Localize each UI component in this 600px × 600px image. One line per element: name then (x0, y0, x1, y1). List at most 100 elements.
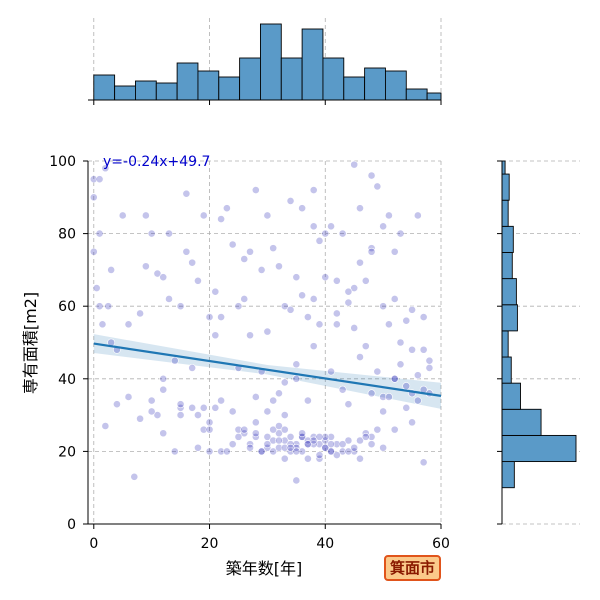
data-point (419, 345, 428, 354)
histogram-bar-y (501, 225, 514, 253)
data-point (251, 186, 260, 194)
data-point (338, 385, 347, 394)
data-point (153, 411, 162, 419)
histogram-bar-y (501, 408, 542, 436)
data-point (286, 197, 295, 205)
data-point (350, 160, 359, 169)
data-point (332, 451, 341, 459)
regression-equation: y=-0.24x+49.7 (103, 154, 210, 170)
data-point (251, 418, 260, 427)
data-point (408, 418, 416, 427)
data-point (182, 247, 191, 256)
y-tick-label: 0 (67, 517, 76, 533)
data-point (95, 302, 104, 311)
data-point (338, 229, 347, 238)
data-point (269, 425, 278, 434)
data-point (419, 313, 428, 321)
data-point (159, 429, 168, 438)
data-point (165, 295, 173, 303)
data-point (390, 425, 399, 434)
data-point (402, 403, 411, 412)
y-tick-label: 80 (58, 227, 76, 243)
city-badge: 箕面市 (384, 555, 442, 581)
data-point (199, 211, 208, 220)
data-point (159, 385, 168, 394)
data-point (98, 320, 107, 329)
data-point (228, 407, 237, 416)
data-point (309, 342, 318, 351)
data-point (356, 353, 364, 361)
histogram-bar-y (501, 252, 513, 280)
data-point (292, 447, 301, 456)
data-point (344, 447, 353, 456)
regression-line-group (93, 342, 442, 397)
histogram-bar-x (426, 92, 442, 101)
data-point (240, 425, 249, 434)
data-point (176, 400, 185, 409)
data-point (205, 425, 214, 434)
histogram-bar-x (114, 85, 136, 101)
data-point (315, 432, 324, 441)
data-point (321, 273, 330, 282)
data-point (211, 287, 220, 296)
data-point (89, 193, 98, 202)
x-axis-label: 築年数[年] (226, 559, 303, 578)
y-tick-label: 60 (58, 299, 76, 315)
data-point (321, 432, 330, 441)
data-point (379, 443, 388, 452)
data-point (275, 389, 283, 398)
data-point (205, 418, 214, 427)
data-point (211, 331, 220, 340)
data-point (246, 331, 254, 340)
data-point (292, 476, 301, 485)
data-point (315, 451, 324, 459)
data-point (315, 236, 324, 245)
data-point (292, 273, 301, 282)
data-point (217, 313, 225, 321)
x-tick-label: 20 (201, 536, 219, 552)
x-tick-label: 60 (432, 536, 450, 552)
y-tick-label: 40 (58, 372, 76, 388)
data-point (275, 436, 283, 445)
data-point (188, 258, 197, 267)
data-point (344, 287, 353, 296)
data-point (211, 403, 220, 412)
data-point (408, 345, 416, 354)
histogram-bar-x (239, 57, 261, 101)
data-point (251, 393, 260, 401)
data-point (367, 389, 376, 398)
y-tick-label: 100 (49, 154, 76, 170)
data-point (280, 454, 289, 463)
histogram-bar-y (501, 199, 509, 227)
data-point (298, 291, 307, 300)
marginal-x-histogram (88, 23, 442, 105)
histogram-bar-y (501, 356, 512, 384)
data-point (275, 422, 283, 430)
data-point (390, 247, 399, 256)
data-point (228, 240, 237, 249)
data-point (367, 171, 376, 180)
data-point (263, 440, 272, 449)
histogram-bar-x (259, 23, 282, 101)
data-point (373, 425, 382, 434)
data-point (379, 302, 388, 311)
data-point (170, 447, 179, 456)
data-point (89, 247, 98, 256)
data-point (240, 255, 249, 263)
histogram-bar-x (322, 57, 345, 101)
data-point (153, 269, 162, 278)
marginal-y-histogram (497, 160, 577, 525)
data-point (246, 443, 254, 452)
histogram-bar-y (501, 304, 518, 332)
data-point (269, 436, 278, 445)
data-point (332, 309, 341, 318)
data-point (147, 396, 156, 405)
data-point (141, 211, 150, 220)
data-point (263, 407, 272, 416)
data-point (147, 229, 156, 238)
data-point (263, 327, 272, 336)
data-point (222, 447, 231, 456)
data-point (425, 356, 434, 365)
data-point (309, 222, 318, 231)
data-point (327, 222, 335, 231)
